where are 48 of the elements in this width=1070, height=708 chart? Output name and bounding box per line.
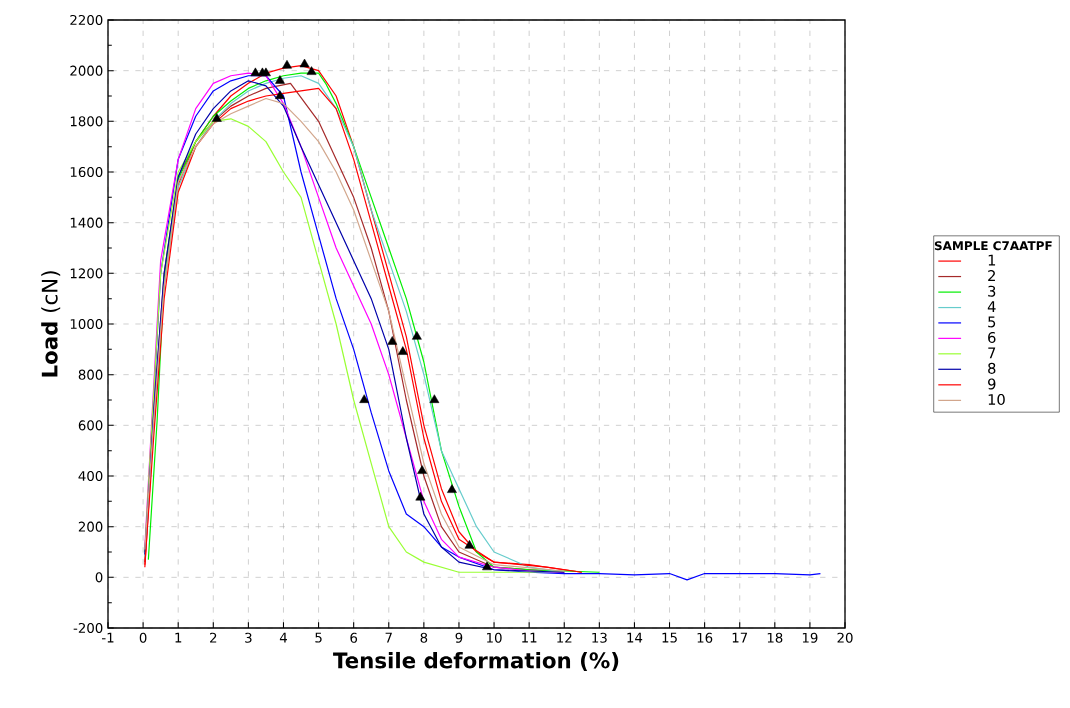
x-tick-label: 19 bbox=[802, 632, 818, 643]
y-tick-label: 2000 bbox=[70, 65, 103, 76]
x-tick-label: 2 bbox=[210, 632, 217, 643]
x-tick-label: 15 bbox=[662, 632, 677, 643]
x-tick-label: 12 bbox=[557, 632, 572, 643]
x-tick-label: 6 bbox=[350, 632, 358, 643]
y-tick-label: 800 bbox=[78, 369, 103, 380]
legend-label: 9 bbox=[988, 378, 996, 390]
legend-label: 8 bbox=[988, 362, 996, 374]
x-tick-label: 0 bbox=[139, 632, 147, 643]
x-tick-label: 10 bbox=[487, 632, 502, 643]
legend-label: 10 bbox=[988, 393, 1005, 406]
legend-label: 6 bbox=[988, 331, 996, 344]
x-tick-label: 20 bbox=[837, 632, 853, 643]
x-tick-label: 7 bbox=[385, 632, 392, 643]
legend-label: 3 bbox=[988, 285, 996, 297]
legend-label: 7 bbox=[988, 347, 996, 359]
y-tick-label: 1400 bbox=[70, 217, 103, 228]
x-tick-label: 17 bbox=[732, 632, 748, 643]
y-tick-label: 1800 bbox=[70, 116, 103, 127]
y-tick-label: 400 bbox=[78, 470, 103, 482]
legend-label: 4 bbox=[987, 301, 996, 312]
legend-label: 2 bbox=[988, 270, 995, 281]
y-tick-label: -200 bbox=[73, 622, 103, 634]
y-tick-label: 1000 bbox=[70, 318, 103, 330]
x-tick-label: 3 bbox=[245, 632, 252, 643]
x-tick-label: -1 bbox=[102, 632, 114, 643]
x-tick-label: 5 bbox=[315, 632, 322, 643]
y-tick-label: 0 bbox=[95, 572, 103, 583]
x-tick-label: 14 bbox=[627, 632, 643, 643]
y-tick-label: 200 bbox=[78, 521, 103, 532]
legend-title: SAMPLE C7AATPF bbox=[934, 241, 1052, 251]
legend-label: 5 bbox=[988, 316, 996, 328]
x-tick-label: 18 bbox=[767, 632, 783, 643]
x-tick-label: 9 bbox=[455, 632, 463, 643]
y-axis-title: Load (cN) bbox=[41, 271, 61, 377]
y-tick-label: 1200 bbox=[70, 268, 103, 279]
legend-label: 1 bbox=[988, 254, 996, 266]
x-tick-label: 1 bbox=[175, 632, 182, 643]
y-tick-label: 2200 bbox=[70, 14, 103, 26]
x-tick-label: 11 bbox=[522, 632, 537, 643]
x-tick-label: 4 bbox=[279, 632, 287, 643]
y-tick-label: 600 bbox=[78, 420, 103, 431]
x-tick-label: 8 bbox=[420, 632, 428, 643]
y-tick-label: 1600 bbox=[70, 166, 103, 178]
x-tick-label: 13 bbox=[592, 632, 607, 643]
x-tick-label: 16 bbox=[697, 632, 713, 643]
x-axis-title: Tensile deformation (%) bbox=[333, 651, 619, 671]
